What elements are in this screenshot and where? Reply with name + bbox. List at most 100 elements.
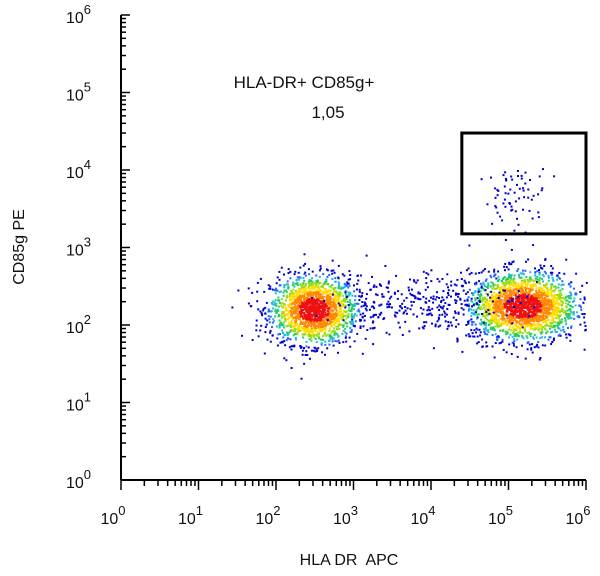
event-point	[490, 322, 493, 325]
event-point	[486, 329, 489, 332]
event-point	[525, 313, 528, 316]
event-point	[545, 293, 547, 296]
event-point	[536, 343, 539, 346]
gate-rectangle[interactable]	[460, 131, 588, 236]
event-point	[489, 319, 492, 322]
event-point	[514, 210, 517, 213]
event-point	[401, 307, 403, 310]
event-point	[331, 340, 334, 343]
event-point	[303, 306, 306, 309]
event-point	[309, 310, 312, 313]
event-point	[337, 299, 340, 302]
event-point	[285, 307, 288, 310]
event-point	[524, 289, 527, 292]
event-point	[556, 297, 559, 300]
event-point	[307, 280, 310, 283]
event-point	[487, 304, 490, 307]
event-point	[251, 291, 254, 294]
event-point	[467, 309, 470, 312]
y-tick-label: 102	[66, 312, 91, 337]
event-point	[306, 353, 309, 356]
event-point	[479, 298, 481, 301]
event-point	[430, 280, 433, 283]
event-point	[308, 279, 311, 282]
event-point	[436, 306, 439, 309]
event-point	[518, 306, 521, 309]
event-point	[299, 315, 302, 318]
event-point	[444, 320, 447, 323]
event-point	[541, 287, 544, 290]
event-point	[328, 340, 331, 342]
event-point	[512, 319, 515, 322]
event-point	[304, 290, 307, 293]
event-point	[334, 280, 337, 283]
event-point	[333, 291, 336, 293]
event-point	[575, 272, 578, 275]
event-point	[271, 288, 274, 291]
event-point	[518, 331, 521, 334]
event-point	[531, 343, 534, 346]
event-point	[485, 305, 488, 307]
event-point	[303, 347, 305, 350]
event-point	[502, 323, 505, 326]
event-point	[322, 312, 324, 314]
event-point	[511, 283, 514, 286]
event-point	[522, 290, 525, 293]
event-point	[549, 321, 552, 324]
event-point	[565, 310, 568, 313]
event-point	[330, 331, 333, 334]
event-point	[511, 261, 514, 264]
event-point	[515, 284, 518, 287]
event-point	[480, 313, 483, 315]
event-point	[508, 261, 511, 264]
event-point	[281, 316, 284, 318]
event-point	[582, 301, 585, 304]
event-point	[331, 310, 334, 313]
event-point	[320, 307, 323, 310]
event-point	[352, 324, 355, 327]
event-point	[528, 320, 531, 323]
event-point	[486, 294, 489, 297]
event-point	[296, 294, 299, 297]
event-point	[269, 340, 272, 343]
event-point	[520, 174, 523, 177]
event-point	[335, 315, 338, 317]
event-point	[307, 308, 310, 311]
event-point	[485, 302, 488, 305]
event-point	[494, 297, 497, 299]
event-point	[501, 330, 504, 332]
event-point	[472, 312, 475, 315]
event-point	[315, 289, 318, 292]
event-point	[288, 295, 291, 298]
event-point	[477, 341, 480, 344]
event-point	[527, 321, 530, 324]
event-point	[273, 303, 276, 306]
event-point	[267, 310, 270, 313]
event-point	[561, 310, 564, 313]
event-point	[508, 328, 511, 331]
event-point	[542, 325, 545, 328]
event-point	[308, 323, 311, 326]
event-point	[515, 321, 518, 324]
event-point	[560, 300, 563, 303]
event-point	[497, 295, 500, 298]
event-point	[537, 211, 540, 214]
event-point	[545, 321, 548, 324]
event-point	[513, 277, 516, 280]
event-point	[536, 308, 539, 311]
event-point	[555, 308, 558, 310]
event-point	[278, 270, 281, 273]
event-point	[331, 278, 334, 280]
event-point	[306, 299, 309, 302]
event-point	[503, 265, 506, 268]
event-point	[533, 322, 536, 325]
event-point	[317, 302, 320, 305]
event-point	[548, 308, 551, 311]
event-point	[282, 326, 285, 329]
event-point	[498, 297, 501, 300]
event-point	[444, 315, 446, 318]
event-point	[310, 318, 313, 321]
event-point	[552, 297, 554, 300]
event-point	[486, 299, 489, 302]
event-point	[488, 307, 491, 310]
